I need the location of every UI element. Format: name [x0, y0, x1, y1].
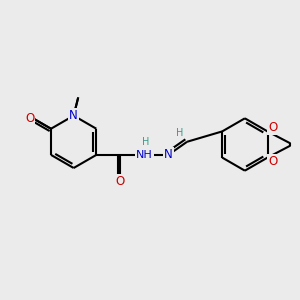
Text: H: H	[176, 128, 183, 138]
Text: O: O	[268, 155, 278, 168]
Text: H: H	[142, 137, 149, 147]
Text: N: N	[69, 109, 78, 122]
Text: O: O	[116, 175, 125, 188]
Text: O: O	[268, 121, 278, 134]
Text: NH: NH	[136, 150, 153, 160]
Text: O: O	[25, 112, 34, 125]
Text: N: N	[164, 148, 173, 161]
